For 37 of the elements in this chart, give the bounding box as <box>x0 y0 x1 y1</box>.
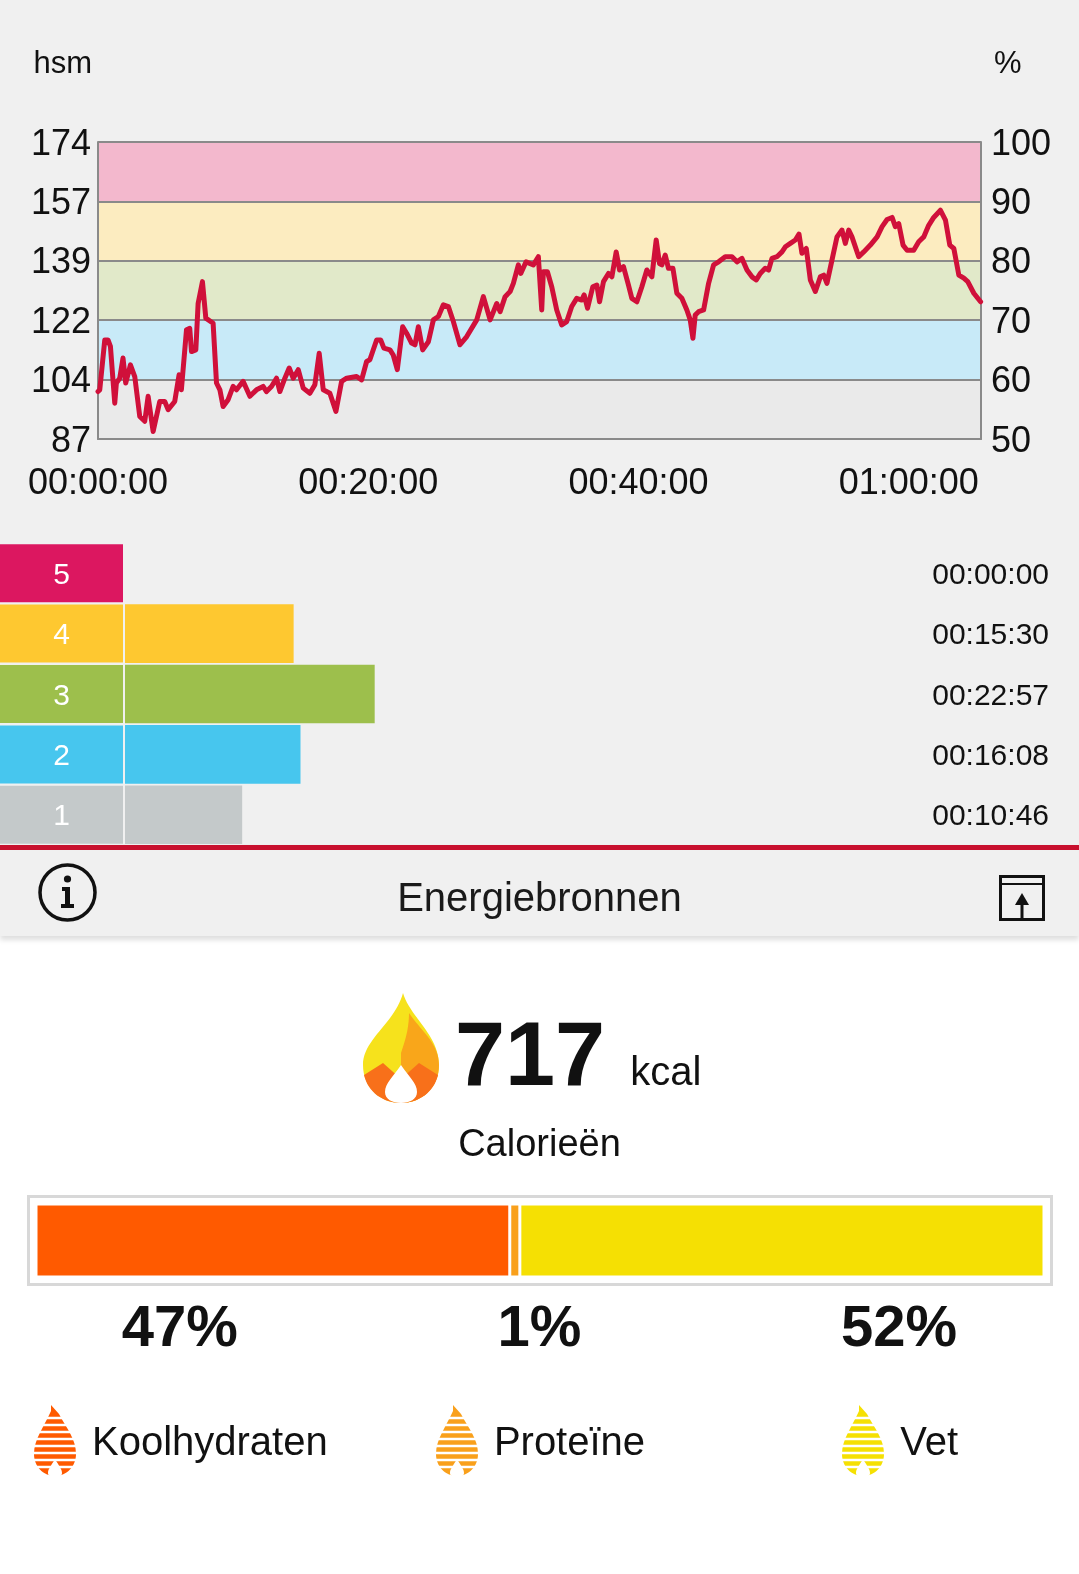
data-label: 00:10:46 <box>932 798 1049 832</box>
legend-label: Proteïne <box>493 1419 646 1463</box>
data-label: 52% <box>840 1293 959 1358</box>
text: Calorieën <box>457 1122 622 1164</box>
x-tick-label: 00:40:00 <box>568 460 709 502</box>
y-tick-label: 157 <box>30 180 91 222</box>
y2-tick-label: 80 <box>991 240 1032 282</box>
y2-tick-label: 50 <box>991 418 1032 460</box>
chart-title: Energiebronnen <box>396 874 683 921</box>
data-label: 47% <box>120 1293 239 1358</box>
y-tick-label: 1 <box>53 798 70 832</box>
y-tick-label: 4 <box>53 617 70 651</box>
data-label: 00:22:57 <box>932 677 1049 711</box>
data-label: 00:16:08 <box>932 737 1049 771</box>
x-tick-label: 01:00:00 <box>838 460 979 502</box>
y-tick-label: 3 <box>53 677 70 711</box>
data-label: 1% <box>496 1293 583 1358</box>
legend-label: Vet <box>900 1419 959 1463</box>
data-label: 00:00:00 <box>932 556 1049 590</box>
x-tick-label: 00:00:00 <box>27 460 169 502</box>
y-tick-label: 174 <box>30 121 91 163</box>
y-axis-title: hsm <box>33 44 92 80</box>
legend-label: Koolhydraten <box>91 1419 328 1463</box>
y2-tick-label: 100 <box>991 121 1052 163</box>
x-tick-label: 00:20:00 <box>298 460 439 502</box>
y-tick-label: 122 <box>30 299 91 341</box>
y2-tick-label: 60 <box>991 359 1032 401</box>
y-tick-label: 104 <box>30 359 91 401</box>
y2-axis-title: % <box>994 44 1022 80</box>
data-label: 00:15:30 <box>932 617 1049 651</box>
y2-tick-label: 70 <box>991 299 1032 341</box>
y-tick-label: 2 <box>53 737 70 771</box>
y-tick-label: 5 <box>53 556 70 590</box>
text: 717 kcal <box>455 1004 702 1104</box>
y-tick-label: 139 <box>30 240 91 282</box>
y-tick-label: 87 <box>50 418 91 460</box>
y2-tick-label: 90 <box>991 180 1032 222</box>
